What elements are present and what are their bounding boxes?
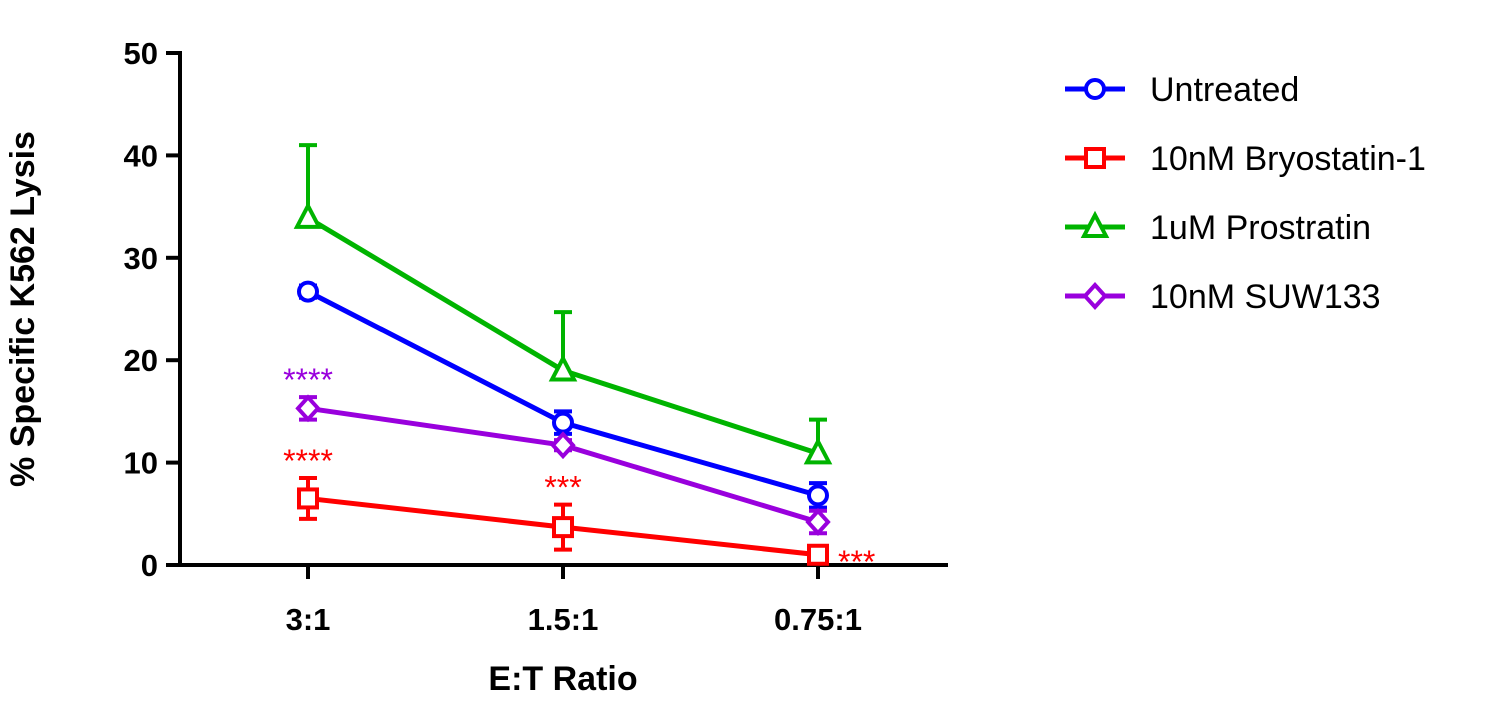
- legend-label: 1uM Prostratin: [1150, 209, 1371, 247]
- triangle-marker: [293, 201, 323, 229]
- legend-item: 1uM Prostratin: [1065, 209, 1371, 247]
- circle-marker: [297, 280, 319, 303]
- y-tick-label: 40: [124, 138, 158, 173]
- y-tick-label: 50: [124, 36, 158, 71]
- significance-annotation: ***: [838, 544, 875, 580]
- series-10nm-suw133: [295, 394, 831, 536]
- triangle-marker: [1080, 210, 1110, 238]
- circle-marker: [1084, 78, 1106, 100]
- legend-label: Untreated: [1150, 71, 1299, 109]
- legend-item: 10nM SUW133: [1065, 278, 1381, 316]
- y-tick-label: 30: [124, 241, 158, 276]
- y-tick-label: 10: [124, 446, 158, 481]
- significance-annotation: ****: [283, 362, 333, 398]
- legend-label: 10nM SUW133: [1150, 278, 1381, 316]
- x-tick-label: 0.75:1: [774, 602, 862, 637]
- significance-annotation: ***: [544, 470, 581, 506]
- series-layer: [293, 143, 833, 566]
- x-tick-label: 1.5:1: [528, 602, 599, 637]
- circle-marker: [807, 484, 829, 507]
- series-untreated: [297, 280, 829, 510]
- y-axis-label: % Specific K562 Lysis: [4, 131, 42, 487]
- series-1um-prostratin: [293, 143, 833, 465]
- x-axis-label: E:T Ratio: [488, 660, 637, 698]
- diamond-marker: [1082, 282, 1108, 310]
- diamond-marker: [550, 431, 576, 460]
- circle-marker: [552, 411, 574, 434]
- triangle-marker: [548, 354, 578, 382]
- axes: 0 10 20 30 40 50 3:1 1.5:1 0.75:1: [124, 36, 948, 637]
- legend: Untreated 10nM Bryostatin-1 1uM Prostratin…: [1065, 71, 1426, 316]
- series-10nm-bryostatin-1: [297, 475, 829, 566]
- square-marker: [552, 516, 574, 539]
- square-marker: [807, 543, 829, 566]
- y-tick-label: 20: [124, 343, 158, 378]
- annotations: **************: [283, 362, 875, 580]
- square-marker: [1084, 147, 1106, 169]
- x-tick-label: 3:1: [286, 602, 331, 637]
- diamond-marker: [295, 394, 321, 423]
- legend-item: 10nM Bryostatin-1: [1065, 140, 1426, 178]
- legend-label: 10nM Bryostatin-1: [1150, 140, 1426, 178]
- square-marker: [297, 487, 319, 510]
- y-tick-label: 0: [141, 548, 158, 583]
- triangle-marker: [803, 437, 833, 465]
- significance-annotation: ****: [283, 443, 333, 479]
- diamond-marker: [805, 508, 831, 536]
- legend-item: Untreated: [1065, 71, 1299, 109]
